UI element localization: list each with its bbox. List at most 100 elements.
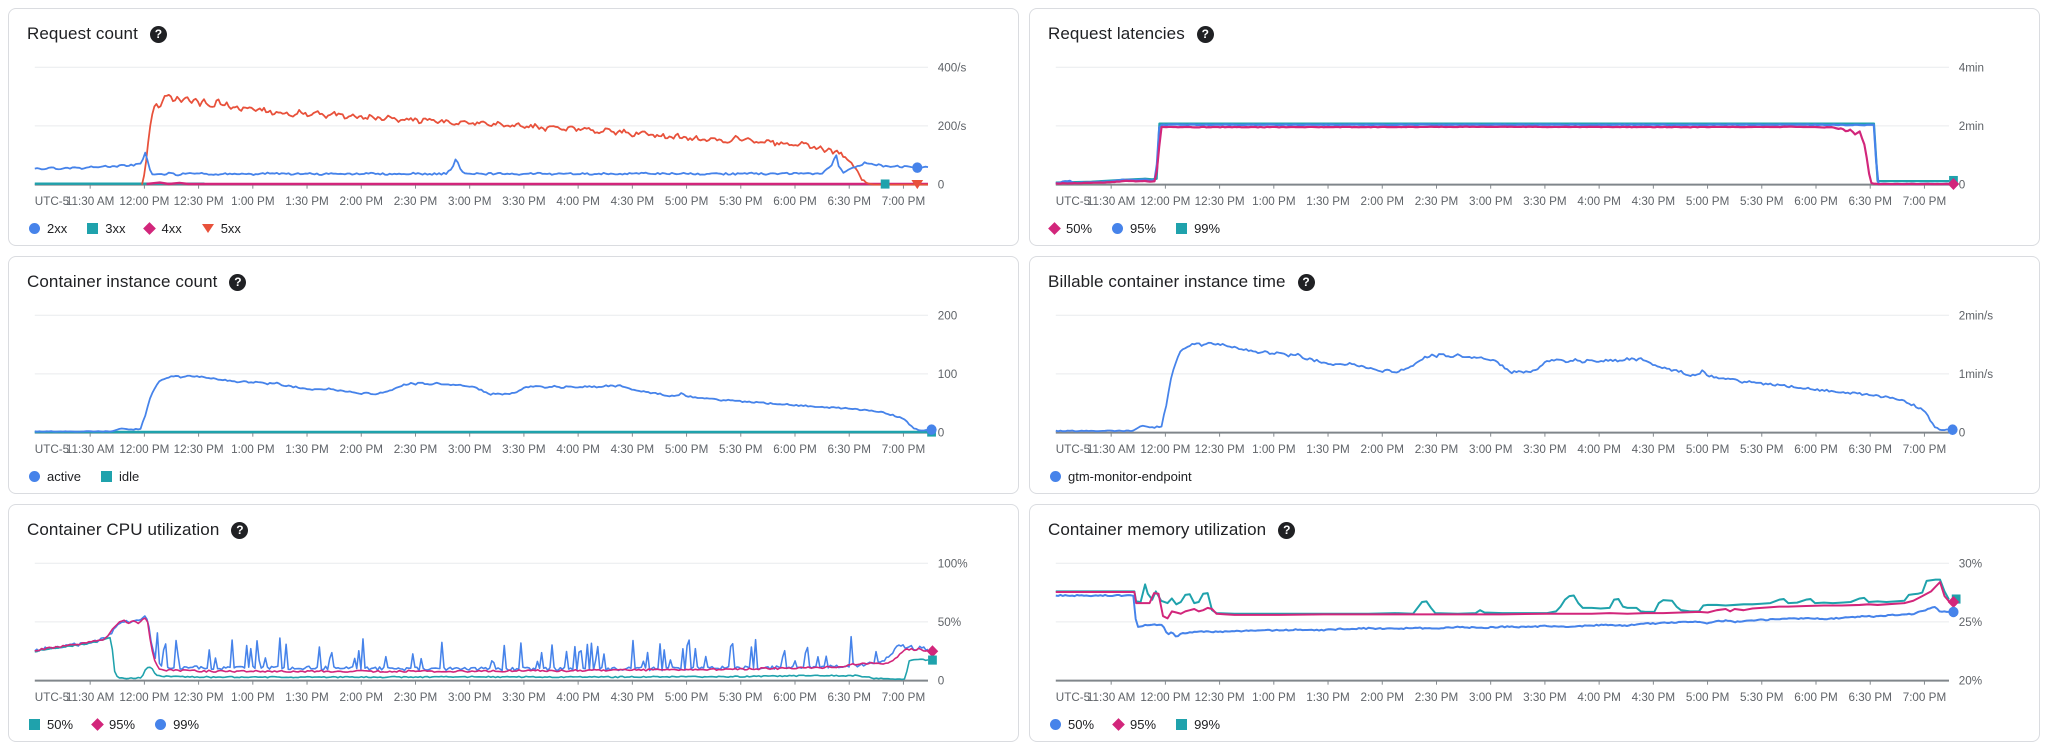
x-axis-label: 2:00 PM [1361, 442, 1404, 456]
legend-label: 95% [1130, 220, 1157, 236]
chart-card-container-memory-utilization: Container memory utilization ? 30% 25% 20%… [1029, 504, 2040, 742]
series-50%-line [34, 636, 929, 681]
timezone-label: UTC-5 [1056, 194, 1091, 208]
legend-item-95-[interactable]: 95% [1112, 221, 1156, 236]
help-icon[interactable]: ? [149, 25, 167, 43]
x-axis-label: 2:30 PM [394, 442, 437, 456]
x-axis-label: 5:30 PM [1740, 194, 1783, 208]
legend-item-gtm-monitor-endpoint[interactable]: gtm-monitor-endpoint [1050, 469, 1192, 484]
legend-item-active[interactable]: active [29, 469, 81, 484]
square-legend-marker-icon [1176, 222, 1188, 234]
timezone-label: UTC-5 [35, 690, 70, 704]
x-axis-label: 5:30 PM [719, 442, 762, 456]
x-axis-label: 1:00 PM [1252, 442, 1295, 456]
x-axis-label: 11:30 AM [1087, 690, 1135, 704]
legend-item-5xx[interactable]: 5xx [201, 221, 241, 236]
help-icon[interactable]: ? [1297, 273, 1315, 291]
x-axis-label: 6:00 PM [773, 442, 816, 456]
x-axis-label: 3:00 PM [1469, 690, 1512, 704]
help-icon[interactable]: ? [229, 273, 247, 291]
x-axis-label: 4:30 PM [611, 442, 654, 456]
request-latencies-chart[interactable]: 4min 2min 0 UTC-511:30 AM 12:00 PM 12:30 PM 1:… [1048, 47, 2021, 217]
x-axis-label: 2:30 PM [1415, 690, 1458, 704]
y-axis-label: 0 [938, 177, 945, 191]
series-end-marker [1947, 178, 1960, 191]
x-axis-label: 2:00 PM [1361, 194, 1404, 208]
triangle-legend-marker-icon [201, 223, 214, 233]
x-axis-label: 7:00 PM [1903, 442, 1946, 456]
diamond-legend-marker-icon [143, 221, 157, 235]
billable-instance-time-chart[interactable]: 2min/s 1min/s 0 UTC-511:30 AM 12:00 PM 12:30 … [1048, 295, 2021, 465]
legend-item-3xx[interactable]: 3xx [87, 221, 125, 236]
legend-item-idle[interactable]: idle [100, 468, 140, 484]
legend-item-95-[interactable]: 95% [1112, 716, 1157, 732]
series-95%-line [34, 617, 929, 673]
y-axis-label: 20% [1959, 673, 1983, 687]
request-count-chart[interactable]: 400/s 200/s 0 UTC-511:30 AM 12:00 PM 12:30 PM… [27, 47, 1000, 217]
x-axis-label: 5:00 PM [665, 442, 708, 456]
timezone-label: UTC-5 [35, 194, 70, 208]
legend-label: idle [118, 468, 140, 484]
legend-item-95-[interactable]: 95% [91, 717, 135, 732]
legend-item-50-[interactable]: 50% [1048, 221, 1092, 236]
circle-legend-marker-icon [29, 222, 40, 234]
series-50%-line [1055, 593, 1949, 638]
y-axis-label: 0 [938, 425, 945, 439]
chart-card-container-cpu-utilization: Container CPU utilization ? 100% 50% 0 UTC-… [8, 504, 1019, 742]
container-memory-utilization-chart[interactable]: 30% 25% 20% UTC-511:30 AM 12:00 PM 12:30 PM 1:… [1048, 543, 2021, 713]
x-axis-label: 11:30 AM [66, 690, 114, 704]
x-axis-label: 3:30 PM [502, 690, 545, 704]
legend-item-99-[interactable]: 99% [1176, 717, 1220, 732]
legend-label: 4xx [161, 220, 182, 236]
legend-label: 95% [1130, 716, 1157, 732]
card-header: Billable container instance time ? [1048, 269, 2021, 295]
x-axis-label: 12:30 PM [174, 690, 224, 704]
x-axis-label: 2:30 PM [394, 194, 437, 208]
x-axis-label: 5:30 PM [1740, 442, 1783, 456]
x-axis-label: 3:00 PM [1469, 442, 1512, 456]
series-99%-line [1055, 122, 1949, 184]
series-end-marker [1947, 424, 1958, 435]
legend-item-50-[interactable]: 50% [1050, 717, 1094, 732]
x-axis-label: 3:30 PM [502, 194, 545, 208]
container-cpu-utilization-chart[interactable]: 100% 50% 0 UTC-511:30 AM 12:00 PM 12:30 PM 1:0… [27, 543, 1000, 713]
card-header: Container instance count ? [27, 269, 1000, 295]
series-end-marker [912, 162, 923, 173]
circle-legend-marker-icon [1050, 718, 1061, 730]
chart-title: Container CPU utilization [27, 520, 220, 539]
series-99%-line [1055, 578, 1950, 615]
legend-item-2xx[interactable]: 2xx [29, 221, 67, 236]
chart-title: Request latencies [1048, 24, 1185, 43]
legend-item-50-[interactable]: 50% [29, 717, 73, 732]
square-legend-marker-icon [87, 222, 99, 234]
series-end-marker [911, 179, 924, 190]
legend-label: gtm-monitor-endpoint [1068, 468, 1192, 484]
legend-label: 50% [1068, 716, 1095, 732]
x-axis-label: 4:30 PM [1632, 690, 1675, 704]
legend-item-99-[interactable]: 99% [1176, 221, 1220, 236]
legend-item-99-[interactable]: 99% [155, 717, 199, 732]
x-axis-label: 6:30 PM [1848, 442, 1891, 456]
series-end-marker [928, 655, 937, 665]
chart-legend: 50% 95% 99% [1048, 713, 2021, 735]
y-axis-label: 100 [938, 367, 958, 381]
x-axis-label: 4:00 PM [556, 690, 599, 704]
help-icon[interactable]: ? [1278, 521, 1296, 539]
timezone-label: UTC-5 [1056, 690, 1091, 704]
container-instance-count-chart[interactable]: 200 100 0 UTC-511:30 AM 12:00 PM 12:30 PM 1:00… [27, 295, 1000, 465]
y-axis-label: 0 [1959, 177, 1966, 191]
x-axis-label: 2:00 PM [340, 690, 383, 704]
x-axis-label: 12:00 PM [119, 442, 169, 456]
circle-legend-marker-icon [1112, 222, 1124, 234]
legend-label: 99% [1194, 220, 1221, 236]
y-axis-label: 25% [1959, 615, 1983, 629]
legend-item-4xx[interactable]: 4xx [143, 220, 182, 236]
y-axis-label: 2min/s [1959, 308, 1993, 322]
series-gtm-monitor-endpoint-line [1055, 341, 1950, 433]
x-axis-label: 1:00 PM [1252, 194, 1295, 208]
help-icon[interactable]: ? [1196, 25, 1214, 43]
chart-legend: gtm-monitor-endpoint [1048, 465, 2021, 487]
diamond-legend-marker-icon [91, 717, 104, 731]
help-icon[interactable]: ? [231, 521, 249, 539]
